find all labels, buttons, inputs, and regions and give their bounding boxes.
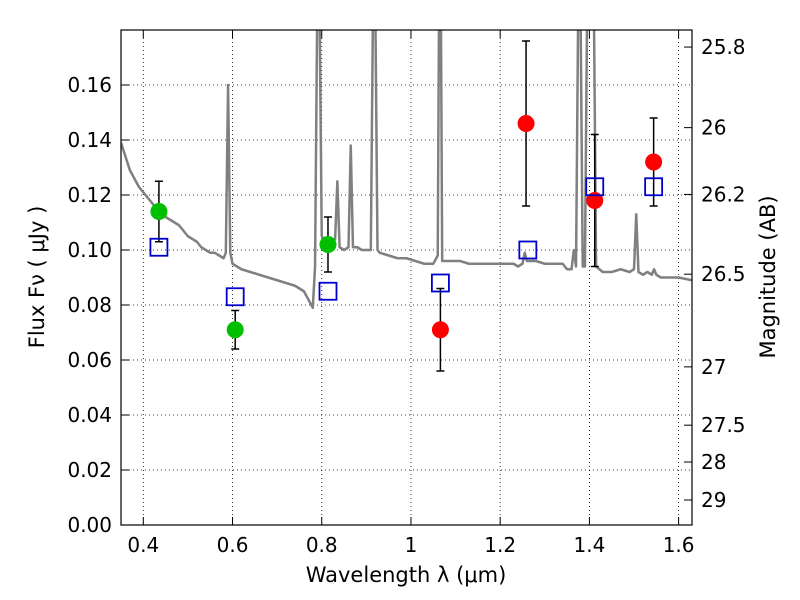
y-tick-label-2: 0.04 bbox=[67, 403, 112, 427]
y2-tick-label-7: 29 bbox=[701, 488, 726, 512]
axes: 0.4 0.6 0.8 1 1.2 1.4 1.6 0.00 0.02 0.04 0.06 0.08 0… bbox=[67, 30, 746, 557]
y-tick-label-6: 0.12 bbox=[67, 183, 112, 207]
data-point-1-1 bbox=[226, 321, 244, 339]
x-tick-label-1: 0.6 bbox=[217, 533, 249, 557]
model-square-6 bbox=[644, 177, 664, 197]
plot-frame bbox=[120, 29, 693, 526]
x-axis-label: Wavelength λ (μm) bbox=[306, 563, 507, 587]
data-point-2-1 bbox=[517, 115, 535, 132]
data-point-2-0 bbox=[431, 321, 449, 339]
data-point-2-2 bbox=[586, 192, 604, 209]
y-axis-label: Flux Fν ( μJy ) bbox=[25, 206, 49, 349]
model-square-5 bbox=[585, 177, 605, 197]
y-tick-label-1: 0.02 bbox=[67, 458, 112, 482]
y-tick-label-8: 0.16 bbox=[67, 73, 112, 97]
data-point-1-0 bbox=[150, 203, 168, 220]
y2-tick-label-2: 26.2 bbox=[701, 182, 746, 206]
x-tick-label-6: 1.6 bbox=[663, 533, 695, 557]
x-tick-label-4: 1.2 bbox=[484, 533, 516, 557]
x-tick-label-0: 0.4 bbox=[127, 533, 159, 557]
data-point-2-3 bbox=[645, 153, 663, 171]
y-tick-label-7: 0.14 bbox=[67, 128, 112, 152]
y-tick-label-0: 0.00 bbox=[67, 513, 112, 537]
y2-tick-label-4: 27 bbox=[701, 355, 726, 379]
y-tick-label-3: 0.06 bbox=[67, 348, 112, 372]
y2-tick-label-3: 26.5 bbox=[701, 262, 746, 286]
y2-tick-label-1: 26 bbox=[701, 116, 726, 140]
x-tick-label-3: 1 bbox=[405, 533, 418, 557]
x-tick-label-2: 0.8 bbox=[306, 533, 338, 557]
model-square-1 bbox=[225, 287, 245, 307]
x-tick-label-5: 1.4 bbox=[573, 533, 605, 557]
data-point-1-2 bbox=[319, 236, 337, 253]
model-square-4 bbox=[518, 240, 538, 260]
grid bbox=[121, 30, 692, 526]
model-square-3 bbox=[431, 273, 450, 293]
model-square-2 bbox=[318, 281, 338, 301]
y-tick-label-4: 0.08 bbox=[67, 293, 112, 317]
y-tick-label-5: 0.10 bbox=[67, 238, 112, 262]
y2-tick-label-5: 27.5 bbox=[701, 413, 746, 437]
plot-area bbox=[121, 30, 692, 372]
y2-tick-label-0: 25.8 bbox=[701, 35, 746, 59]
y2-axis-label: Magnitude (AB) bbox=[756, 195, 780, 358]
y2-tick-label-6: 28 bbox=[701, 450, 726, 474]
model-spectrum-line bbox=[121, 30, 692, 309]
model-square-0 bbox=[149, 237, 169, 257]
